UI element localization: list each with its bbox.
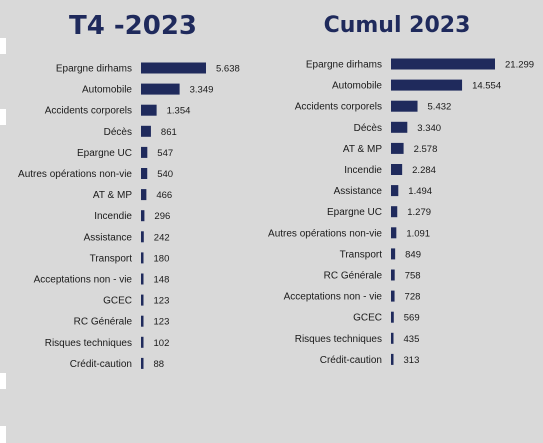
t4-category-label: Automobile: [82, 85, 132, 96]
cumul-bar: [391, 142, 404, 154]
cumul-value-label: 14.554: [472, 81, 501, 92]
cumul-category-label: Décès: [354, 123, 382, 134]
cumul-value-label: 728: [405, 292, 421, 303]
t4-bar: [141, 273, 144, 285]
t4-value-label: 296: [154, 211, 170, 222]
t4-category-label: Incendie: [94, 211, 132, 222]
t4-category-label: Acceptations non - vie: [34, 275, 133, 286]
t4-category-label: Assistance: [84, 232, 133, 243]
t4-value-label: 540: [157, 169, 173, 180]
cumul-category-label: Automobile: [332, 81, 382, 92]
cumul-category-label: Epargne dirhams: [306, 60, 382, 71]
cumul-category-label: AT & MP: [343, 144, 382, 155]
t4-bar: [141, 83, 180, 95]
t4-category-label: Crédit-caution: [70, 359, 132, 370]
t4-bar: [141, 104, 157, 116]
t4-value-label: 102: [154, 338, 170, 349]
t4-bar: [141, 252, 144, 264]
t4-category-label: Transport: [90, 253, 133, 264]
t4-value-label: 88: [154, 359, 165, 370]
t4-bar: [141, 357, 144, 369]
edge-marker: [0, 373, 6, 389]
cumul-bar: [391, 332, 394, 344]
cumul-bar: [391, 58, 495, 70]
chart-title-t4: T4 -2023: [69, 11, 197, 41]
t4-bar: [141, 336, 144, 348]
t4-bar: [141, 168, 148, 179]
cumul-value-label: 313: [404, 355, 420, 366]
t4-category-label: Epargne dirhams: [56, 64, 132, 75]
bar-chart-t4: Epargne dirhams 5.638 Automobile 3.349 Accid…: [18, 62, 240, 370]
chart-title-cumul: Cumul 2023: [324, 13, 471, 38]
cumul-category-label: Accidents corporels: [295, 102, 382, 113]
t4-value-label: 3.349: [190, 85, 214, 96]
cumul-value-label: 21.299: [505, 60, 534, 71]
cumul-value-label: 2.284: [412, 165, 436, 176]
cumul-bar: [391, 353, 394, 365]
cumul-category-label: GCEC: [353, 313, 382, 324]
t4-bar: [141, 210, 145, 222]
t4-value-label: 123: [154, 317, 170, 328]
t4-bar: [141, 189, 147, 201]
t4-category-label: Accidents corporels: [45, 106, 132, 117]
cumul-value-label: 5.432: [428, 102, 452, 113]
t4-category-label: GCEC: [103, 296, 132, 307]
cumul-value-label: 435: [404, 334, 420, 345]
cumul-bar: [391, 100, 418, 112]
t4-category-label: AT & MP: [93, 190, 132, 201]
cumul-value-label: 569: [404, 313, 420, 324]
cumul-category-label: Autres opérations non-vie: [268, 228, 382, 239]
t4-category-label: Epargne UC: [77, 148, 132, 159]
t4-value-label: 547: [157, 148, 173, 159]
bar-chart-cumul: Epargne dirhams 21.299 Automobile 14.554 Acc…: [268, 58, 534, 366]
t4-bar: [141, 294, 144, 306]
cumul-category-label: Assistance: [334, 186, 383, 197]
cumul-value-label: 1.091: [406, 228, 430, 239]
t4-bar: [141, 62, 206, 74]
cumul-value-label: 2.578: [414, 144, 438, 155]
t4-category-label: RC Générale: [74, 317, 133, 328]
cumul-category-label: RC Générale: [324, 271, 383, 282]
cumul-value-label: 3.340: [417, 123, 441, 134]
cumul-bar: [391, 206, 398, 218]
t4-value-label: 148: [154, 275, 170, 286]
t4-value-label: 861: [161, 127, 177, 138]
cumul-bar: [391, 311, 394, 323]
t4-value-label: 242: [154, 232, 170, 243]
t4-value-label: 180: [154, 253, 170, 264]
cumul-value-label: 1.494: [408, 186, 432, 197]
edge-marker: [0, 426, 6, 443]
cumul-category-label: Epargne UC: [327, 207, 382, 218]
cumul-bar: [391, 185, 399, 197]
cumul-category-label: Crédit-caution: [320, 355, 382, 366]
cumul-value-label: 1.279: [407, 207, 431, 218]
t4-bar: [141, 231, 144, 243]
cumul-bar: [391, 164, 403, 175]
cumul-category-label: Transport: [340, 249, 383, 260]
cumul-bar: [391, 248, 396, 260]
t4-value-label: 1.354: [167, 106, 191, 117]
cumul-value-label: 849: [405, 249, 421, 260]
t4-value-label: 5.638: [216, 64, 240, 75]
cumul-category-label: Risques techniques: [295, 334, 382, 345]
edge-marker: [0, 38, 6, 54]
t4-category-label: Risques techniques: [45, 338, 132, 349]
cumul-bar: [391, 290, 395, 302]
cumul-bar: [391, 269, 395, 281]
cumul-bar: [391, 227, 397, 239]
edge-marker: [0, 109, 6, 125]
t4-value-label: 466: [156, 190, 172, 201]
cumul-category-label: Incendie: [344, 165, 382, 176]
t4-bar: [141, 146, 148, 158]
cumul-category-label: Acceptations non - vie: [284, 292, 383, 303]
t4-category-label: Décès: [104, 127, 132, 138]
t4-bar: [141, 125, 151, 137]
cumul-bar: [391, 121, 408, 133]
cumul-bar: [391, 79, 463, 91]
cumul-value-label: 758: [405, 271, 421, 282]
t4-bar: [141, 315, 144, 327]
t4-category-label: Autres opérations non-vie: [18, 169, 132, 180]
t4-value-label: 123: [154, 296, 170, 307]
